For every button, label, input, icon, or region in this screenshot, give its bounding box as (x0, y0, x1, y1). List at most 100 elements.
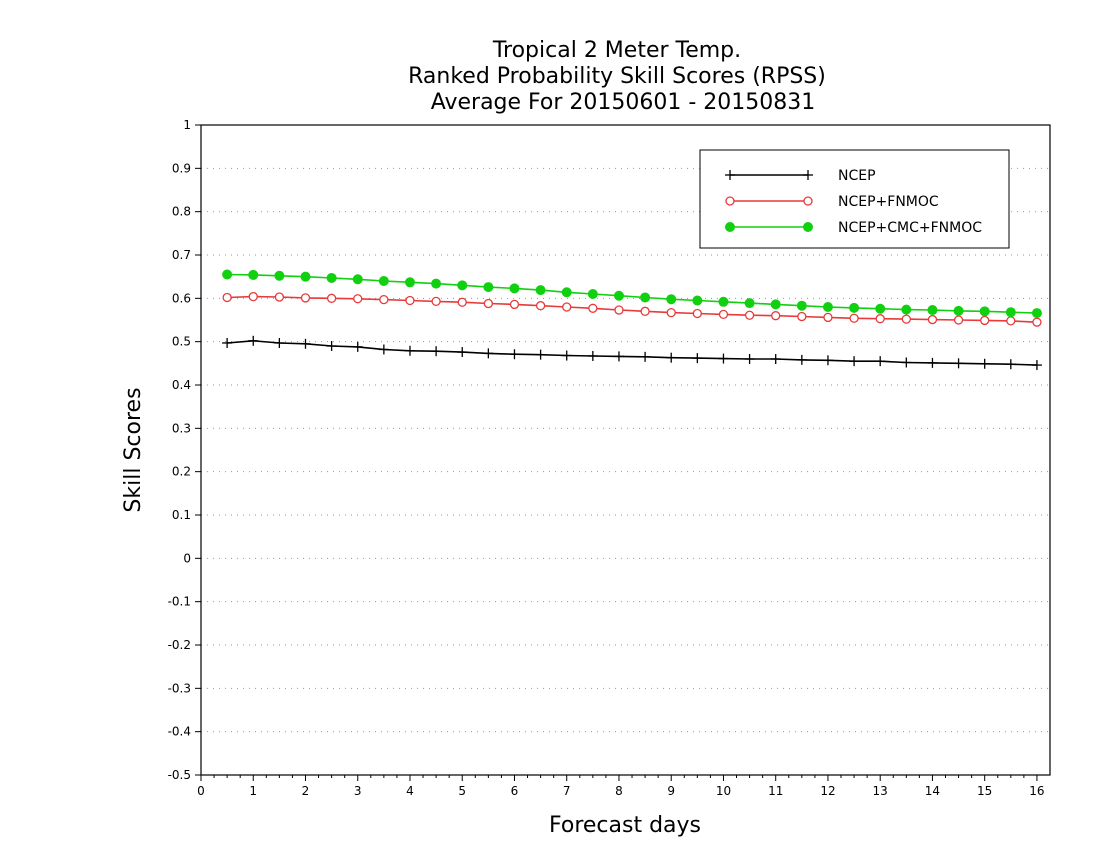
x-tick-label: 14 (925, 784, 940, 798)
data-point-ncep-fnmoc (666, 307, 676, 318)
data-point-ncep (404, 345, 415, 356)
gridlines (201, 167, 1050, 733)
data-point-ncep-fnmoc (562, 302, 572, 312)
series-ncep (222, 335, 1042, 371)
data-point-ncep-cmc-fnmoc (535, 285, 546, 296)
data-point-ncep-cmc-fnmoc (718, 296, 729, 307)
data-point-ncep-fnmoc (744, 310, 755, 320)
data-point-ncep (822, 355, 833, 366)
tick-labels: 1 0.9 0.8 0.7 0.6 0.5 0.4 0.3 0.2 0.1 0 -0.1 -0.2 -0.… (168, 118, 1045, 798)
x-tick-label: 2 (302, 784, 310, 798)
data-point-ncep-cmc-fnmoc (692, 295, 703, 306)
data-point-ncep (378, 344, 389, 355)
chart-title-line-2: Ranked Probability Skill Scores (RPSS) (408, 64, 826, 89)
y-tick-label: 0.2 (172, 465, 191, 479)
plot-frame (200, 124, 1051, 776)
data-point-ncep-fnmoc (509, 299, 520, 310)
y-axis-label: Skill Scores (121, 387, 146, 512)
data-point-ncep (509, 349, 520, 360)
data-point-ncep (979, 358, 990, 369)
data-point-ncep-cmc-fnmoc (744, 298, 755, 309)
y-tick-label: 1 (183, 118, 191, 132)
data-point-ncep-cmc-fnmoc (248, 269, 259, 280)
data-point-ncep (901, 357, 912, 368)
data-point-ncep-fnmoc (326, 293, 337, 303)
legend-box (699, 149, 1010, 249)
y-tick-label: 0.6 (172, 291, 191, 305)
data-point-ncep-fnmoc (953, 315, 964, 325)
series-line-ncep (227, 339, 1037, 366)
data-point-ncep (1031, 360, 1042, 371)
y-tick-label: -0.4 (168, 725, 191, 739)
y-tick-label: -0.2 (168, 638, 191, 652)
data-point-ncep-fnmoc (588, 303, 598, 313)
data-point-ncep-cmc-fnmoc (222, 269, 233, 280)
x-tick-label: 4 (406, 784, 414, 798)
y-tick-label: 0.4 (172, 378, 191, 392)
data-point-ncep-fnmoc (980, 315, 990, 326)
data-point-ncep-cmc-fnmoc (953, 305, 964, 316)
data-point-ncep (1005, 359, 1016, 370)
data-point-ncep-fnmoc (457, 297, 467, 307)
data-point-ncep (587, 350, 598, 361)
series-layer (222, 269, 1042, 371)
data-point-ncep-cmc-fnmoc (326, 272, 337, 283)
data-point-ncep (561, 350, 572, 361)
data-point-ncep-cmc-fnmoc (483, 282, 494, 293)
data-point-ncep-fnmoc (483, 298, 494, 309)
data-point-ncep-cmc-fnmoc (796, 300, 807, 311)
data-point-ncep-cmc-fnmoc (378, 276, 389, 286)
data-point-ncep (613, 351, 624, 362)
legend-item-ncep-fnmoc: NCEP+FNMOC (725, 194, 939, 210)
legend: NCEP NCEP+FNMOC NCEP+CMC+FNMOC (699, 149, 1010, 249)
y-tick-label: 0.9 (172, 161, 191, 175)
data-point-ncep (457, 347, 468, 358)
data-point-ncep-fnmoc (901, 314, 911, 324)
data-point-ncep-fnmoc (1032, 317, 1042, 327)
data-point-ncep (483, 348, 494, 359)
data-point-ncep-fnmoc (823, 312, 833, 323)
legend-swatch-marker (725, 196, 735, 206)
data-point-ncep-cmc-fnmoc (927, 305, 938, 316)
x-tick-label: 9 (667, 784, 675, 798)
x-tick-label: 6 (511, 784, 519, 798)
y-tick-label: 0.3 (172, 421, 191, 435)
y-tick-label: 0 (183, 551, 191, 565)
data-point-ncep (300, 338, 311, 349)
data-point-ncep-fnmoc (771, 311, 781, 321)
data-point-ncep (927, 357, 938, 368)
y-tick-label: 0.5 (172, 335, 191, 349)
data-point-ncep (770, 354, 781, 364)
data-point-ncep-cmc-fnmoc (561, 287, 572, 298)
legend-label: NCEP (838, 168, 876, 184)
data-point-ncep (744, 354, 755, 364)
data-point-ncep-cmc-fnmoc (901, 304, 912, 315)
data-point-ncep-fnmoc (849, 313, 859, 323)
data-point-ncep (875, 356, 886, 367)
y-tick-label: 0.1 (172, 508, 191, 522)
legend-label: NCEP+FNMOC (838, 194, 939, 210)
y-tick-label: -0.3 (168, 681, 191, 695)
data-point-ncep-fnmoc (405, 295, 415, 306)
x-tick-label: 7 (563, 784, 571, 798)
x-tick-label: 12 (820, 784, 835, 798)
legend-swatch-marker (725, 222, 735, 232)
chart-title-line-3: Average For 20150601 - 20150831 (431, 90, 816, 115)
y-tick-label: 0.8 (172, 205, 191, 219)
data-point-ncep (352, 341, 363, 352)
data-point-ncep-cmc-fnmoc (613, 290, 624, 301)
data-point-ncep-fnmoc (797, 311, 807, 322)
data-point-ncep (222, 337, 233, 348)
legend-swatch-marker (803, 196, 813, 206)
data-point-ncep-cmc-fnmoc (300, 271, 311, 282)
data-point-ncep (248, 335, 259, 346)
x-axis-label: Forecast days (549, 813, 701, 838)
data-point-ncep (953, 358, 964, 369)
data-point-ncep-fnmoc (718, 309, 729, 320)
series-line-ncep-cmc-fnmoc (227, 273, 1037, 314)
legend-label: NCEP+CMC+FNMOC (838, 220, 982, 236)
chart-title-group: Tropical 2 Meter Temp. Ranked Probabilit… (408, 38, 826, 115)
data-point-ncep-fnmoc (379, 294, 389, 305)
data-point-ncep-fnmoc (640, 306, 650, 316)
